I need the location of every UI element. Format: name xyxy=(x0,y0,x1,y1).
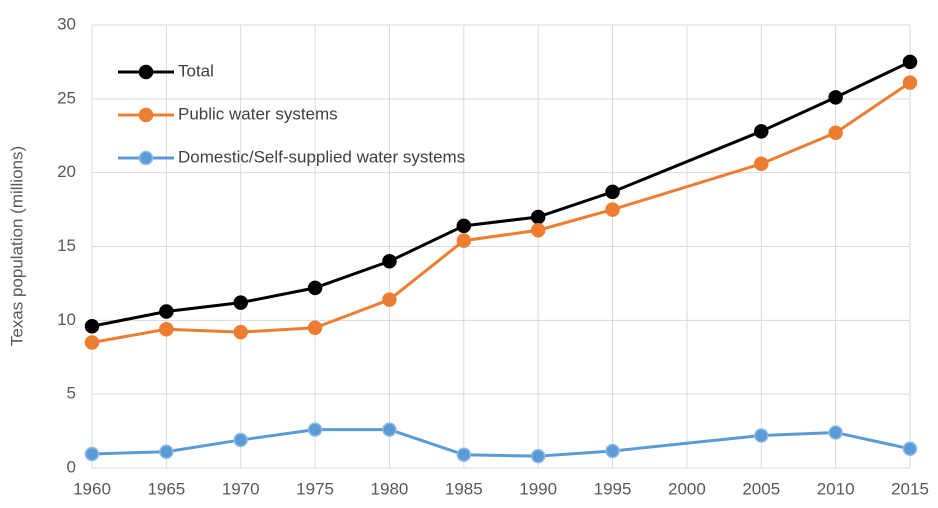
data-point xyxy=(233,324,248,340)
data-point xyxy=(530,209,546,225)
x-tick-label: 1995 xyxy=(594,479,632,498)
y-tick-label: 30 xyxy=(57,14,76,33)
legend: Total Public water systems Domestic/Self-s… xyxy=(118,61,465,166)
x-tick-label: 2005 xyxy=(742,479,780,498)
data-point xyxy=(754,124,769,139)
data-point xyxy=(456,447,472,462)
data-point xyxy=(84,446,100,462)
data-point xyxy=(902,54,918,70)
data-point xyxy=(159,304,174,319)
data-point xyxy=(159,444,174,460)
plot-frame xyxy=(91,24,911,469)
x-tick-label: 1985 xyxy=(445,479,483,498)
data-point xyxy=(902,75,918,90)
x-tick-label: 2010 xyxy=(817,479,855,498)
legend-marker xyxy=(138,64,154,80)
y-tick-label: 15 xyxy=(57,236,76,255)
x-tick-label: 2015 xyxy=(891,479,929,498)
data-point xyxy=(382,254,397,269)
y-tick-label: 5 xyxy=(67,384,76,403)
x-tick-label: 1970 xyxy=(222,479,260,498)
data-point xyxy=(456,218,472,234)
data-point xyxy=(233,432,248,448)
y-axis-label: Texas population (millions) xyxy=(7,146,26,346)
y-tick-label: 10 xyxy=(57,310,76,329)
data-point xyxy=(382,292,397,307)
data-point xyxy=(307,422,323,437)
data-point xyxy=(828,425,843,440)
data-point xyxy=(456,233,472,248)
x-tick-label: 1990 xyxy=(519,479,557,498)
x-tick-label: 1975 xyxy=(296,479,334,498)
data-point xyxy=(382,422,397,437)
data-point xyxy=(754,428,769,443)
data-point xyxy=(605,184,620,200)
data-point xyxy=(530,223,546,238)
legend-marker xyxy=(138,107,154,123)
data-point xyxy=(84,335,100,350)
legend-label: Total xyxy=(178,61,214,80)
data-point xyxy=(605,443,620,459)
data-point xyxy=(307,280,323,296)
x-tick-label: 1960 xyxy=(73,479,111,498)
y-tick-label: 25 xyxy=(57,88,76,107)
data-point xyxy=(84,318,100,334)
x-tick-label: 1980 xyxy=(371,479,409,498)
y-tick-label: 20 xyxy=(57,162,76,181)
legend-marker xyxy=(138,150,154,166)
x-tick-label: 1965 xyxy=(147,479,185,498)
data-point xyxy=(307,320,323,335)
legend-label: Public water systems xyxy=(178,104,338,123)
data-point xyxy=(754,156,769,172)
data-point xyxy=(828,90,843,105)
data-point xyxy=(828,125,843,141)
x-tick-label: 2000 xyxy=(668,479,706,498)
data-point xyxy=(902,441,918,457)
data-point xyxy=(605,202,620,217)
data-point xyxy=(233,295,248,310)
series-line xyxy=(91,428,911,458)
data-point xyxy=(159,321,174,337)
legend-label: Domestic/Self-supplied water systems xyxy=(178,147,465,166)
data-point xyxy=(530,448,546,464)
y-tick-label: 0 xyxy=(67,457,76,476)
series-line xyxy=(91,60,911,328)
